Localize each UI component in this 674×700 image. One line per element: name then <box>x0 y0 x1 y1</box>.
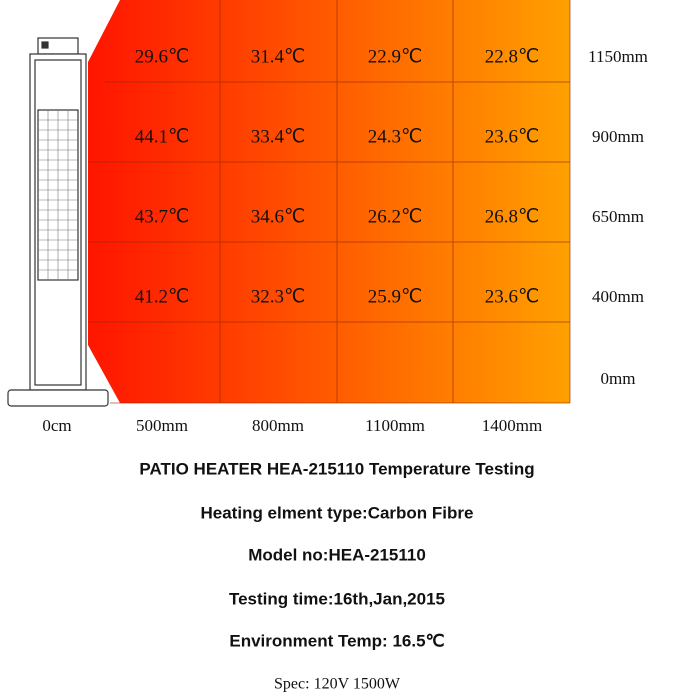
temperature-cell: 22.9℃ <box>368 46 423 67</box>
temperature-cell: 26.2℃ <box>368 206 423 227</box>
temperature-cell: 41.2℃ <box>135 286 190 307</box>
temperature-cell: 43.7℃ <box>135 206 190 227</box>
caption: Heating elment type:Carbon Fibre <box>201 503 474 522</box>
distance-label: 1100mm <box>365 416 425 435</box>
grid <box>88 0 571 404</box>
distance-label: 0cm <box>42 416 71 435</box>
temperature-cell: 23.6℃ <box>485 286 540 307</box>
height-label: 0mm <box>601 369 636 388</box>
temperature-cell: 33.4℃ <box>251 126 306 147</box>
temperature-cell: 22.8℃ <box>485 46 540 67</box>
height-label: 900mm <box>592 127 644 146</box>
temperature-cell: 26.8℃ <box>485 206 540 227</box>
temperature-cell: 34.6℃ <box>251 206 306 227</box>
caption: Environment Temp: 16.5℃ <box>229 631 444 650</box>
heat-area <box>88 0 570 403</box>
temperature-cell: 44.1℃ <box>135 126 190 147</box>
temperature-cell: 29.6℃ <box>135 46 190 67</box>
temperature-cell: 31.4℃ <box>251 46 306 67</box>
temperature-cell: 25.9℃ <box>368 286 423 307</box>
height-label: 650mm <box>592 207 644 226</box>
temperature-cell: 24.3℃ <box>368 126 423 147</box>
caption: Model no:HEA-215110 <box>248 545 426 564</box>
distance-label: 1400mm <box>482 416 542 435</box>
distance-label: 800mm <box>252 416 304 435</box>
temperature-cell: 23.6℃ <box>485 126 540 147</box>
height-label: 1150mm <box>588 47 648 66</box>
distance-label: 500mm <box>136 416 188 435</box>
caption: Testing time:16th,Jan,2015 <box>229 589 445 608</box>
caption: PATIO HEATER HEA-215110 Temperature Test… <box>139 459 534 478</box>
heater <box>7 37 109 407</box>
spec: Spec: 120V 1500W <box>274 676 401 693</box>
height-label: 400mm <box>592 287 644 306</box>
temperature-cell: 32.3℃ <box>251 286 306 307</box>
